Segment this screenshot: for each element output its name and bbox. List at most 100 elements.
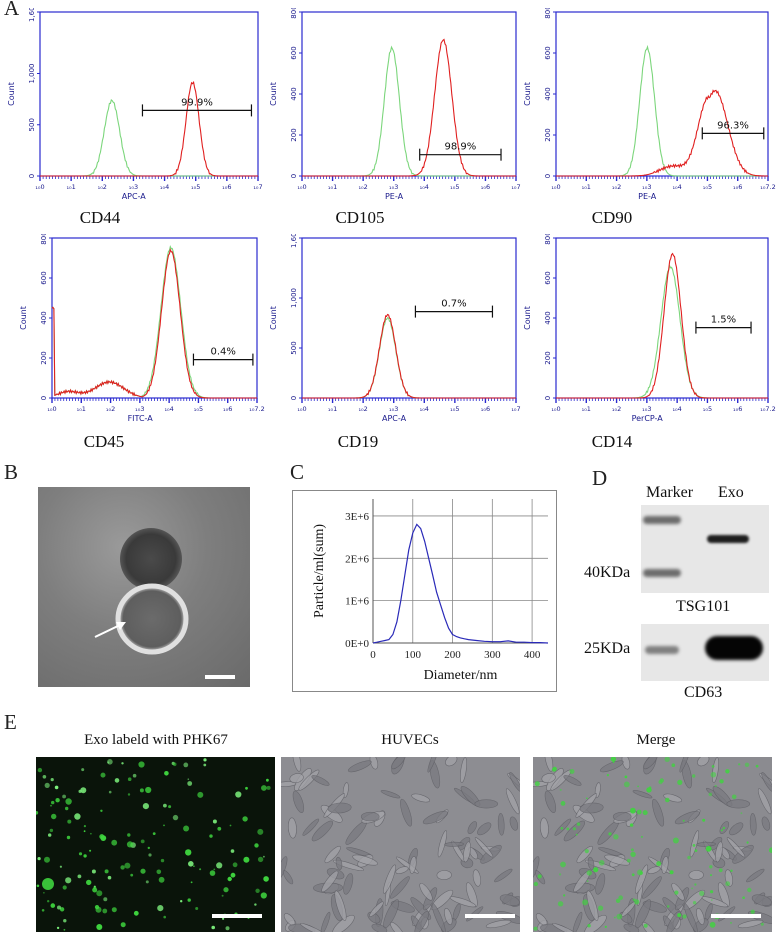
- exosome-punctum: [630, 851, 636, 858]
- exosome-punctum: [632, 898, 636, 901]
- y-tick-label: 3E+6: [345, 511, 369, 523]
- exosome-punctum: [209, 870, 216, 876]
- exosome-punctum: [637, 785, 639, 788]
- y-tick-label: 200: [544, 128, 552, 141]
- exosome-punctum: [750, 909, 755, 914]
- exosome-punctum: [648, 786, 652, 789]
- exosome-punctum: [62, 885, 67, 890]
- x-tick-label: ₁₀7: [511, 405, 520, 413]
- brightfield-huvec-image: [281, 757, 520, 932]
- exosome-punctum: [217, 826, 222, 831]
- exosome-punctum: [575, 833, 578, 836]
- exosome-punctum: [90, 832, 92, 835]
- huvec-cell: [663, 793, 683, 803]
- huvec-cell: [320, 911, 331, 932]
- x-axis-label: PerCP-A: [632, 414, 664, 423]
- x-tick-label: ₁₀1: [582, 183, 591, 191]
- x-tick-label: ₁₀2: [358, 183, 367, 191]
- exosome-punctum: [127, 777, 132, 781]
- huvec-cell: [477, 822, 492, 836]
- huvec-cell: [411, 793, 431, 803]
- exosome-punctum: [197, 791, 204, 798]
- x-tick-label: ₁₀0: [297, 405, 306, 413]
- x-tick-label: ₁₀6: [481, 405, 490, 413]
- exosome-punctum: [714, 784, 717, 788]
- band-marker-lower: [643, 569, 681, 577]
- exosome-punctum: [100, 835, 107, 841]
- exosome-punctum: [41, 909, 45, 912]
- huvec-cell: [327, 802, 352, 814]
- exosome-punctum: [533, 926, 538, 931]
- exosome-punctum: [710, 874, 712, 877]
- band-marker-upper: [643, 516, 681, 524]
- gate-percent: 0.4%: [210, 347, 235, 358]
- huvec-cell: [674, 810, 700, 825]
- marker-curve: [302, 38, 516, 177]
- x-tick-label: ₁₀3: [642, 183, 651, 191]
- exosome-punctum: [263, 855, 265, 858]
- y-tick-label: 0: [544, 174, 552, 178]
- plot-frame: [301, 237, 517, 399]
- x-axis-label: APC-A: [122, 192, 147, 201]
- exosome-punctum: [630, 807, 636, 814]
- exosome-punctum: [709, 865, 713, 869]
- huvec-cell: [729, 822, 744, 836]
- exosome-punctum: [612, 761, 615, 763]
- exosome-punctum: [671, 763, 676, 767]
- exosome-punctum: [613, 916, 616, 919]
- exosome-punctum: [624, 775, 628, 779]
- exosome-punctum: [235, 791, 242, 798]
- huvec-cell: [509, 816, 519, 831]
- huvec-cell: [422, 810, 448, 825]
- y-tick-label: 2E+6: [345, 553, 369, 565]
- exosome-punctum: [768, 847, 772, 853]
- scale-bar: [711, 914, 761, 918]
- x-tick-label: ₁₀3: [129, 183, 138, 191]
- huvec-cell: [467, 821, 478, 835]
- exosome-punctum: [209, 834, 213, 838]
- histogram-cd44: 0 500 1,000 1,600 Count ₁₀0 ₁₀1 ₁₀2 ₁₀3 ₁₀4 ₁₀5 ₁₀6…: [7, 8, 263, 201]
- exosome-punctum: [142, 803, 149, 810]
- nta-plot: 0E+0 1E+6 2E+6 3E+6 0 100 200 300 400 Diameter/nm…: [312, 499, 549, 683]
- exosome-punctum: [50, 903, 56, 908]
- exosome-punctum: [730, 869, 733, 872]
- huvec-cell: [579, 802, 604, 814]
- huvec-cell: [459, 757, 468, 783]
- exosome-punctum: [108, 790, 112, 794]
- exosome-punctum: [145, 786, 152, 794]
- exosome-punctum: [157, 905, 164, 912]
- exosome-punctum: [760, 922, 764, 926]
- histogram-cd19: 0 500 1,000 1,600 Count ₁₀0 ₁₀1 ₁₀2 ₁₀3 ₁₀4 ₁₀5 ₁₀6…: [269, 234, 521, 423]
- exosome-punctum: [559, 788, 562, 791]
- exosome-punctum: [96, 890, 103, 897]
- huvec-cell: [642, 921, 657, 932]
- exosome-punctum: [623, 781, 630, 788]
- exosome-punctum: [152, 832, 156, 835]
- x-tick-label: ₁₀3: [389, 405, 398, 413]
- x-tick-label: ₁₀6: [733, 183, 742, 191]
- x-tick-label: ₁₀3: [642, 405, 651, 413]
- exosome-punctum: [692, 774, 696, 778]
- exosome-punctum: [100, 809, 103, 812]
- exosome-punctum: [124, 862, 131, 869]
- band-marker-25: [645, 646, 679, 654]
- x-axis-ticks: [555, 176, 769, 181]
- exosome-punctum: [47, 900, 50, 903]
- huvec-cell: [544, 757, 554, 772]
- marker-curve: [51, 248, 257, 399]
- exosome-punctum: [719, 779, 724, 784]
- marker-curve: [556, 252, 768, 399]
- huvec-cell: [746, 868, 765, 883]
- x-axis-label: APC-A: [382, 414, 407, 423]
- huvec-cell: [474, 837, 494, 858]
- marker-caption-cd14: CD14: [591, 432, 633, 451]
- huvec-cell: [287, 817, 297, 839]
- exosome-punctum: [65, 798, 72, 805]
- x-tick-label: ₁₀6: [733, 405, 742, 413]
- exosome-punctum: [742, 896, 745, 899]
- exosome-punctum: [608, 832, 612, 836]
- panel-label-c: C: [290, 460, 305, 484]
- x-tick-label: ₁₀7.2: [760, 405, 776, 413]
- merge-cells: [533, 757, 772, 932]
- huvec-cell: [726, 799, 751, 809]
